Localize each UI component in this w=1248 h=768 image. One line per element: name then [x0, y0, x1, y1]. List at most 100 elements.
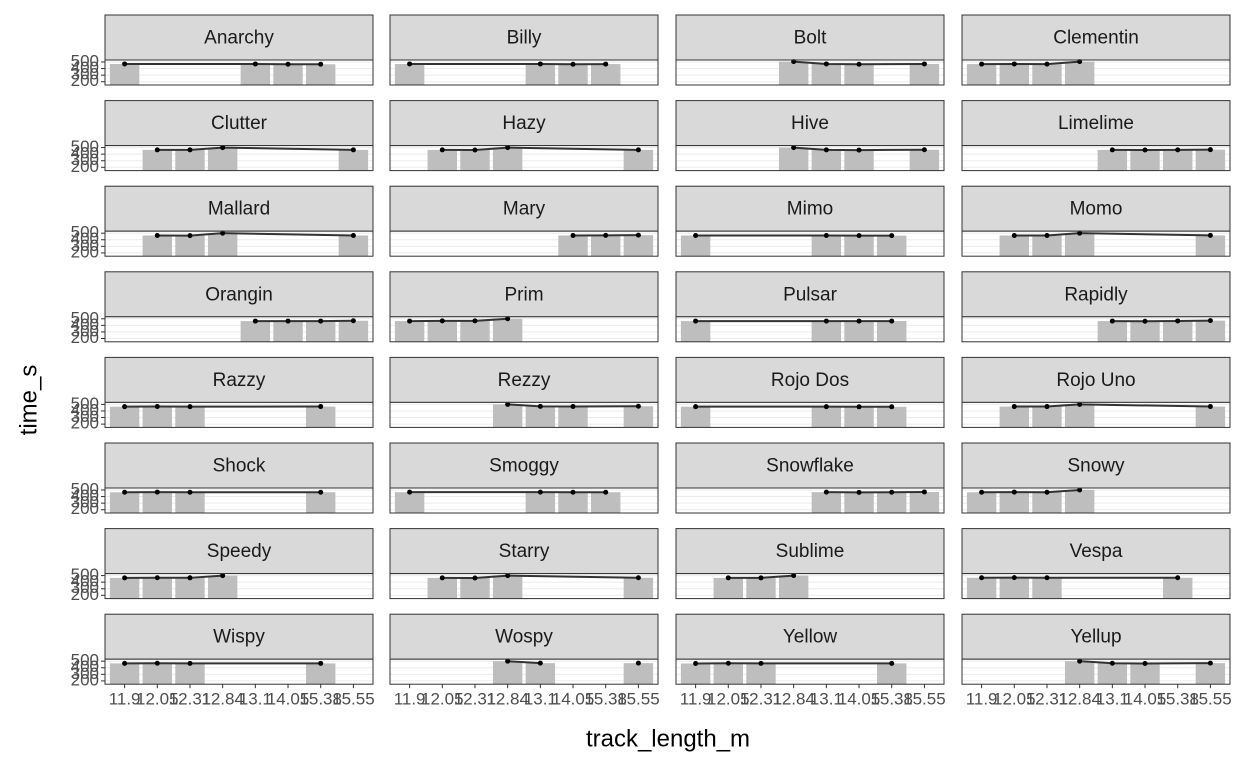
bar	[999, 63, 1029, 85]
strip-label: Mary	[503, 199, 546, 220]
strip-label: Bolt	[794, 28, 827, 49]
bar	[1097, 149, 1128, 171]
y-tick-label: 300	[71, 236, 99, 255]
point	[1109, 660, 1115, 666]
bar	[844, 150, 874, 171]
point	[889, 318, 895, 324]
strip-label: Yellup	[1070, 627, 1121, 648]
panel-border	[675, 145, 945, 172]
bar	[680, 406, 711, 428]
bar	[909, 63, 940, 85]
point	[570, 61, 576, 67]
bar	[966, 492, 997, 513]
point	[1142, 147, 1148, 153]
point	[823, 404, 829, 410]
bar	[746, 663, 776, 685]
bar	[591, 64, 621, 85]
line	[124, 574, 223, 579]
bar	[306, 321, 336, 342]
strip-label: Hazy	[502, 113, 546, 134]
bar	[492, 147, 523, 171]
bar	[1097, 663, 1128, 685]
point	[1011, 575, 1017, 581]
bar	[525, 663, 556, 685]
point	[635, 232, 641, 238]
bar	[1064, 61, 1095, 85]
panel-border	[104, 658, 374, 685]
point	[1207, 232, 1213, 238]
panel-border	[389, 145, 659, 172]
bar	[1064, 233, 1095, 257]
bar	[713, 577, 743, 599]
y-tick-label: 300	[71, 321, 99, 340]
bar	[1064, 661, 1095, 685]
strip-label: Hive	[791, 113, 829, 134]
point	[635, 575, 641, 581]
line	[793, 146, 925, 152]
point	[407, 489, 413, 495]
bar	[999, 577, 1029, 599]
point	[1207, 147, 1213, 153]
point	[603, 61, 609, 67]
point	[154, 489, 160, 495]
point	[921, 61, 927, 67]
bar	[492, 318, 523, 342]
bar	[1064, 404, 1095, 428]
strip	[104, 356, 374, 403]
line	[507, 403, 639, 408]
bar	[1032, 577, 1062, 599]
bar	[525, 492, 556, 513]
bar	[1097, 321, 1128, 342]
strip-label: Rojo Uno	[1056, 370, 1135, 391]
x-tick-label: 15.38	[870, 690, 913, 709]
point	[318, 404, 324, 410]
panel-border	[961, 658, 1231, 685]
line	[157, 146, 354, 151]
strip	[675, 528, 945, 575]
x-tick-label: 12.31	[740, 690, 783, 709]
point	[1109, 147, 1115, 153]
point	[1011, 61, 1017, 67]
strip-label: Prim	[504, 284, 543, 305]
bar	[142, 149, 172, 171]
point	[1077, 658, 1083, 664]
y-tick-label: 500	[71, 651, 99, 670]
strip-label: Mimo	[787, 199, 833, 220]
bar	[273, 321, 303, 342]
point	[472, 575, 478, 581]
point	[889, 489, 895, 495]
point	[318, 318, 324, 324]
bar	[1163, 320, 1193, 342]
bar	[811, 406, 842, 428]
point	[187, 404, 193, 410]
point	[693, 232, 699, 238]
panel-border	[389, 316, 659, 343]
point	[505, 658, 511, 664]
strip-label: Razzy	[213, 370, 266, 391]
panel-border	[675, 401, 945, 428]
y-tick-label: 300	[71, 578, 99, 597]
y-tick-label: 400	[71, 657, 99, 676]
strip-label: Rapidly	[1064, 284, 1128, 305]
point	[635, 403, 641, 409]
bar	[306, 406, 336, 428]
bar	[109, 577, 140, 599]
bar	[811, 149, 842, 171]
bar	[207, 575, 238, 599]
x-tick-label: 11.9	[394, 690, 426, 709]
point	[350, 232, 356, 238]
point	[1077, 401, 1083, 407]
strip-label: Yellow	[783, 627, 838, 648]
point	[1044, 233, 1050, 239]
y-tick-label: 500	[71, 394, 99, 413]
point	[537, 61, 543, 67]
panel-border	[104, 401, 374, 428]
bar	[591, 235, 621, 257]
y-tick-label: 500	[71, 565, 99, 584]
point	[1207, 660, 1213, 666]
x-tick-label: 13.1	[1096, 690, 1129, 709]
point	[122, 489, 128, 495]
point	[979, 61, 985, 67]
bar	[877, 663, 907, 685]
point	[505, 401, 511, 407]
